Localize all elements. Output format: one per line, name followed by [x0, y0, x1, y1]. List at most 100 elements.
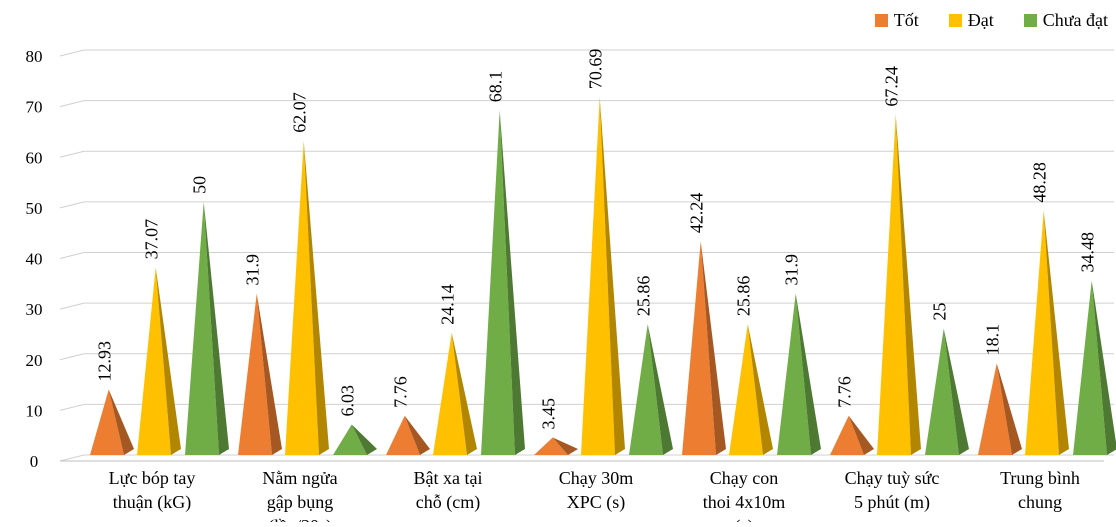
pyramid-side [848, 415, 874, 455]
pyramid-side [108, 389, 134, 455]
pyramid-front-đạt [285, 140, 319, 455]
legend-swatch-chua-dat [1023, 14, 1037, 27]
pyramid-side [895, 114, 921, 455]
x-tick-label: Chạy tuỳ sức [845, 468, 940, 488]
data-label: 12.93 [95, 341, 115, 382]
pyramid-front-tốt [978, 363, 1012, 455]
x-tick-label: gập bụng [267, 492, 334, 512]
pyramid-front-tốt [238, 293, 272, 455]
x-tick-label: 5 phút (m) [854, 492, 930, 513]
pyramid-front-đạt [1025, 210, 1059, 455]
pyramid-side [351, 424, 377, 455]
legend-swatch-dat [948, 14, 962, 27]
x-tick-label: chung [1018, 492, 1062, 512]
x-tick-label: Lực bóp tay [109, 468, 196, 488]
pyramid-front-chưa-đạt [185, 201, 219, 455]
data-label: 50 [190, 176, 210, 194]
data-label: 37.07 [142, 219, 162, 260]
x-tick-label: XPC (s) [567, 492, 626, 513]
x-tick-label: thoi 4x10m [703, 492, 786, 512]
legend-item-chua-dat: Chưa đạt [1023, 10, 1108, 31]
y-tick-label: 30 [26, 300, 43, 319]
y-tick-label: 20 [26, 351, 43, 370]
gridline-diagonal [59, 353, 85, 361]
data-label: 48.28 [1030, 162, 1050, 203]
legend-swatch-tot [874, 14, 888, 27]
pyramid-side [795, 293, 821, 455]
data-label: 34.48 [1078, 232, 1098, 273]
data-label: 67.24 [882, 66, 902, 107]
gridline-diagonal [59, 150, 85, 158]
gridline-diagonal [59, 100, 85, 108]
pyramid-side [256, 293, 282, 455]
data-label: 24.14 [438, 284, 458, 325]
x-tick-label: chỗ (cm) [416, 492, 480, 513]
y-tick-label: 50 [26, 199, 43, 218]
data-label: 3.45 [539, 398, 559, 430]
pyramid-front-tốt [830, 415, 864, 455]
x-tick-label: (lần/30s) [268, 516, 332, 522]
pyramid-front-chưa-đạt [925, 328, 959, 455]
pyramid-side [404, 415, 430, 455]
data-label: 31.9 [243, 254, 263, 286]
pyramid-front-chưa-đạt [629, 324, 663, 455]
pyramid-front-đạt [729, 324, 763, 455]
legend-item-dat: Đạt [948, 10, 994, 31]
data-label: 25.86 [634, 276, 654, 317]
pyramid-front-đạt [433, 332, 467, 455]
pyramid-side [599, 97, 625, 456]
pyramid-front-chưa-đạt [1073, 280, 1107, 455]
data-label: 7.76 [391, 376, 411, 408]
pyramid-front-chưa-đạt [777, 293, 811, 455]
data-label: 70.69 [586, 49, 606, 90]
pyramid-front-chưa-đạt [333, 424, 367, 455]
pyramid-front-đạt [137, 267, 171, 455]
pyramid-side [747, 324, 773, 455]
x-tick-label: Nằm ngửa [262, 468, 337, 488]
data-label: 25 [930, 302, 950, 320]
y-tick-label: 10 [26, 401, 43, 420]
gridline-diagonal [59, 49, 85, 57]
x-tick-label: (s) [735, 516, 754, 522]
gridline-diagonal [59, 454, 85, 462]
pyramid-front-đạt [581, 97, 615, 456]
data-label: 25.86 [734, 276, 754, 317]
data-label: 18.1 [983, 324, 1003, 355]
pyramid-side [303, 140, 329, 455]
data-label: 62.07 [290, 92, 310, 133]
legend-item-tot: Tốt [874, 10, 919, 31]
data-label: 7.76 [835, 376, 855, 408]
legend-label-chua-dat: Chưa đạt [1042, 10, 1108, 30]
legend-label-tot: Tốt [893, 10, 919, 30]
pyramid-side [647, 324, 673, 455]
gridline-diagonal [59, 403, 85, 411]
pyramid-side [499, 110, 525, 456]
data-label: 31.9 [782, 254, 802, 286]
pyramid-side [996, 363, 1022, 455]
pyramid-side [700, 241, 726, 455]
y-tick-label: 0 [30, 452, 39, 471]
x-tick-label: thuận (kG) [113, 492, 191, 513]
data-label: 6.03 [338, 385, 358, 417]
pyramid-front-tốt [90, 389, 124, 455]
gridline-diagonal [59, 302, 85, 310]
pyramid-front-tốt [534, 437, 568, 455]
gridline-diagonal [59, 252, 85, 259]
pyramid-front-tốt [386, 415, 420, 455]
pyramid-side [1043, 210, 1069, 455]
pyramid-side [155, 267, 181, 455]
legend-label-dat: Đạt [967, 10, 994, 30]
y-tick-label: 60 [26, 148, 43, 167]
pyramid-front-tốt [682, 241, 716, 455]
pyramid-side [203, 201, 229, 455]
pyramid-side [1091, 280, 1116, 455]
gridline-diagonal [59, 201, 85, 209]
y-tick-label: 80 [26, 47, 43, 66]
x-tick-label: Chạy con [710, 468, 778, 488]
y-tick-label: 40 [26, 250, 43, 269]
x-tick-label: Trung bình [1000, 468, 1080, 488]
pyramid-front-chưa-đạt [481, 110, 515, 456]
x-tick-label: Bật xa tại [414, 468, 483, 488]
